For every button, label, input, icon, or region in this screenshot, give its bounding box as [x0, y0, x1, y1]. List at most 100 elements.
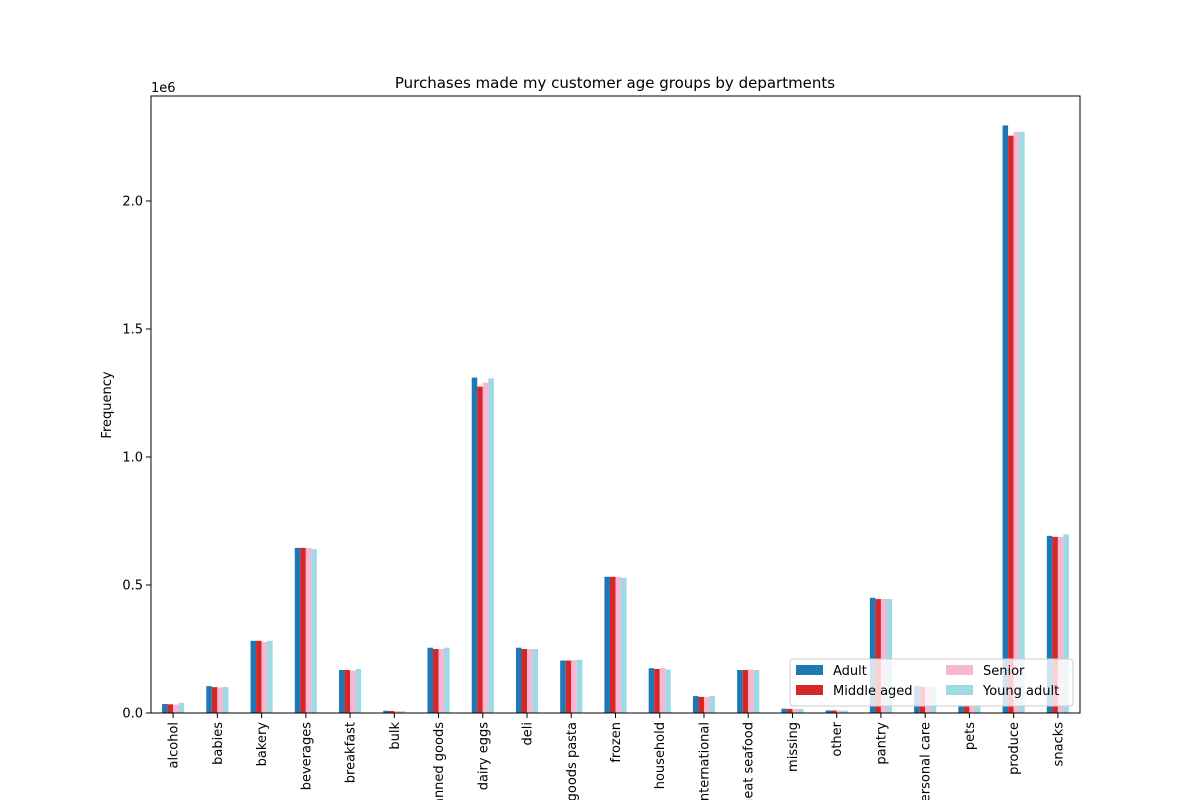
x-tick-label: babies: [211, 722, 226, 765]
bar-senior-bulk: [394, 710, 400, 713]
bar-middle-aged-babies: [211, 687, 218, 713]
bar-young-adult-household: [665, 669, 671, 713]
bar-senior-snacks: [1057, 536, 1064, 713]
bar-young-adult-bulk: [399, 711, 406, 713]
bar-senior-breakfast: [350, 670, 356, 713]
bar-middle-aged-pantry: [875, 599, 881, 713]
x-tick-label: beverages: [299, 722, 314, 791]
y-axis: 0.0 0.5 1.0 1.5 2.0: [122, 194, 151, 722]
bar-senior-pets: [969, 705, 975, 713]
x-tick-label: canned goods: [432, 722, 447, 800]
bar-senior-dry-goods-pasta: [571, 660, 577, 713]
bar-young-adult-missing: [797, 708, 804, 713]
x-tick-label: international: [697, 722, 712, 800]
bar-senior-international: [703, 696, 710, 713]
x-tick-label: bulk: [388, 722, 403, 750]
bars: [162, 125, 1069, 714]
x-tick-label: snacks: [1051, 722, 1066, 767]
bar-young-adult-deli: [532, 649, 539, 713]
bar-middle-aged-dry-goods-pasta: [565, 660, 572, 713]
y-axis-offset-text: 1e6: [151, 81, 176, 96]
bar-middle-aged-meat-seafood: [742, 669, 749, 713]
x-tick-label: dry goods pasta: [565, 722, 580, 800]
bar-middle-aged-beverages: [300, 547, 306, 713]
bar-adult-bulk: [383, 710, 389, 713]
bar-young-adult-produce: [1019, 131, 1025, 714]
x-axis: alcohol babies bakery beverages breakfast bul…: [167, 713, 1066, 800]
bar-adult-deli: [515, 647, 522, 713]
bar-adult-international: [692, 696, 699, 713]
x-tick-label: personal care: [919, 722, 934, 800]
bar-senior-frozen: [615, 576, 622, 713]
legend-swatch: [946, 665, 973, 675]
legend: Adult Middle aged Senior Young adult: [789, 658, 1074, 707]
bar-young-adult-other: [842, 710, 848, 713]
bar-middle-aged-produce: [1008, 135, 1014, 713]
bar-adult-canned-goods: [427, 647, 434, 713]
bar-adult-other: [825, 710, 832, 713]
bar-young-adult-bakery: [267, 640, 273, 713]
x-tick-label: missing: [786, 722, 801, 772]
bar-middle-aged-bulk: [388, 710, 395, 713]
bar-senior-dairy-eggs: [482, 382, 489, 713]
bar-middle-aged-deli: [521, 649, 528, 713]
x-tick-label: other: [830, 721, 845, 756]
bar-middle-aged-dairy-eggs: [477, 386, 483, 713]
bar-middle-aged-snacks: [1052, 536, 1058, 713]
x-tick-label: breakfast: [344, 722, 359, 783]
bar-adult-breakfast: [339, 669, 345, 713]
bar-middle-aged-breakfast: [344, 669, 351, 713]
bar-adult-pets: [958, 705, 964, 713]
bar-adult-household: [648, 668, 655, 713]
bar-middle-aged-alcohol: [167, 704, 174, 713]
x-tick-label: deli: [521, 722, 536, 745]
legend-label: Senior: [983, 664, 1025, 679]
legend-swatch: [946, 685, 973, 695]
x-tick-label: pets: [963, 722, 978, 750]
legend-swatch: [796, 685, 823, 695]
bar-middle-aged-bakery: [256, 640, 262, 713]
bar-young-adult-canned-goods: [444, 647, 450, 713]
bar-middle-aged-pets: [963, 705, 970, 713]
bar-adult-meat-seafood: [737, 669, 743, 713]
bar-adult-snacks: [1046, 535, 1053, 713]
y-tick-label: 1.0: [122, 450, 143, 465]
bar-young-adult-frozen: [621, 577, 627, 713]
bar-senior-canned-goods: [438, 649, 445, 713]
bar-middle-aged-missing: [786, 708, 793, 713]
bar-adult-dry-goods-pasta: [560, 660, 566, 713]
y-tick-label: 2.0: [122, 194, 143, 209]
y-tick-label: 0.5: [122, 578, 143, 593]
bar-middle-aged-household: [654, 668, 660, 713]
x-tick-label: household: [653, 722, 668, 789]
plot-frame: [150, 95, 1081, 714]
x-tick-label: alcohol: [167, 722, 182, 768]
x-tick-label: meat seafood: [742, 722, 757, 800]
legend-box: [789, 658, 1074, 707]
x-tick-label: pantry: [874, 722, 889, 765]
bar-senior-meat-seafood: [748, 669, 754, 713]
bar-senior-deli: [527, 649, 533, 713]
bar-adult-missing: [781, 708, 787, 713]
bar-adult-babies: [206, 686, 212, 713]
bar-senior-produce: [1013, 131, 1020, 714]
x-tick-label: bakery: [255, 722, 270, 767]
bar-senior-babies: [217, 687, 223, 713]
legend-label: Middle aged: [833, 684, 913, 699]
x-tick-label: frozen: [609, 722, 624, 763]
legend-label: Young adult: [982, 684, 1059, 699]
bar-young-adult-pets: [974, 705, 981, 713]
legend-label: Adult: [833, 664, 867, 679]
bar-adult-dairy-eggs: [471, 377, 478, 713]
bar-adult-frozen: [604, 576, 610, 713]
bar-young-adult-international: [709, 695, 716, 713]
bar-young-adult-breakfast: [355, 668, 362, 713]
bar-adult-produce: [1002, 125, 1009, 713]
bar-adult-bakery: [250, 640, 257, 713]
bar-young-adult-meat-seafood: [753, 669, 760, 713]
bar-senior-other: [836, 710, 843, 713]
bar-adult-beverages: [294, 547, 301, 713]
bar-middle-aged-other: [831, 710, 837, 713]
bar-senior-alcohol: [173, 704, 179, 713]
bar-adult-pantry: [869, 597, 876, 713]
